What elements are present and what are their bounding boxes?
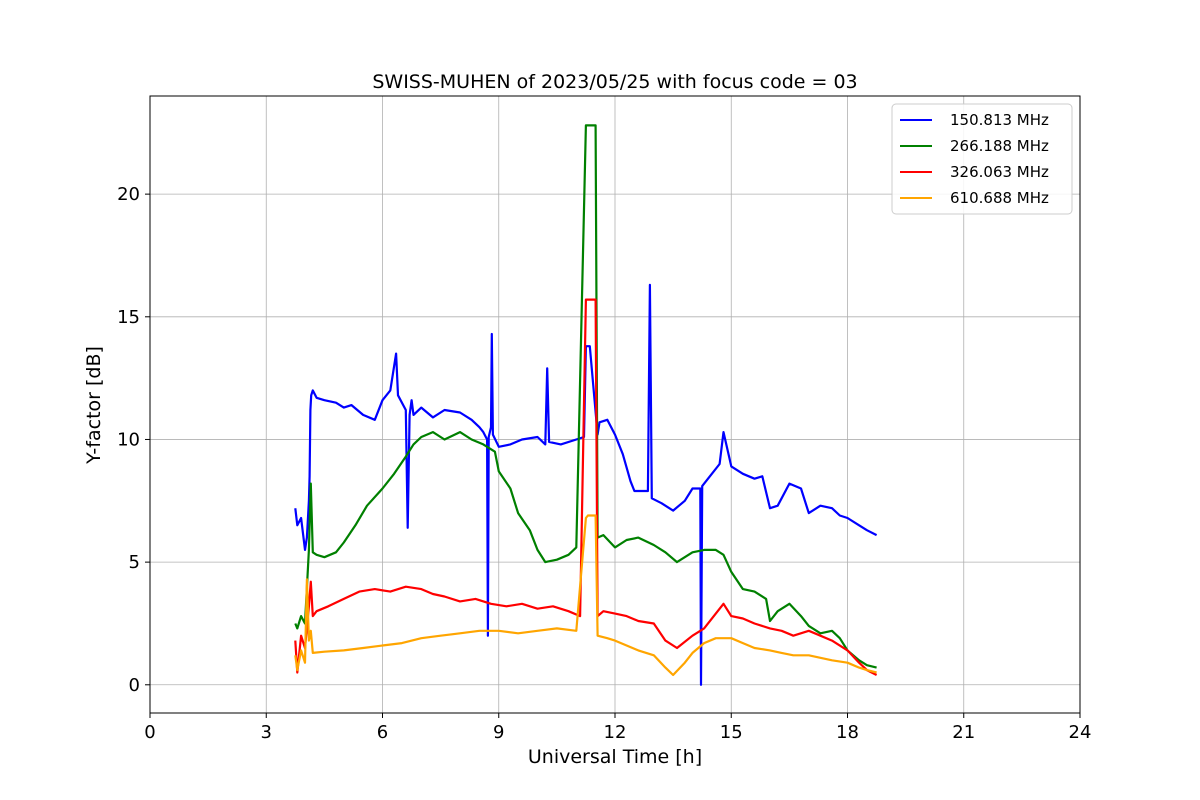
x-tick-label: 12 — [604, 722, 627, 743]
x-tick-label: 18 — [836, 722, 859, 743]
series-line-610-688-mhz — [294, 514, 877, 677]
y-axis-label: Y-factor [dB] — [83, 346, 105, 465]
x-tick-label: 21 — [952, 722, 975, 743]
series-line-266-188-mhz — [294, 124, 877, 669]
legend-entry-label: 150.813 MHz — [950, 111, 1049, 129]
legend-box — [891, 103, 1073, 215]
legend-entry-label: 610.688 MHz — [950, 189, 1049, 207]
x-tick-label: 9 — [493, 722, 504, 743]
legend-entry-label: 326.063 MHz — [950, 163, 1049, 181]
legend: 150.813 MHz 266.188 MHz 326.063 MHz 610.688… — [891, 103, 1073, 215]
y-tick-label: 5 — [129, 552, 140, 573]
x-tick-label: 6 — [377, 722, 388, 743]
x-tick-label: 15 — [720, 722, 743, 743]
legend-entry-label: 266.188 MHz — [950, 137, 1049, 155]
y-tick-label: 20 — [117, 184, 140, 205]
x-tick-label: 0 — [144, 722, 155, 743]
x-tick-label: 24 — [1069, 722, 1092, 743]
y-tick-label: 10 — [117, 429, 140, 450]
ticks-layer: 0 3 6 9 12 15 18 21 24 0 5 10 15 20 — [117, 184, 1091, 743]
x-tick-label: 3 — [261, 722, 272, 743]
series-line-326-063-mhz — [294, 298, 878, 676]
series-line-150-813-mhz — [294, 283, 878, 686]
y-tick-label: 0 — [129, 675, 140, 696]
y-tick-label: 15 — [117, 307, 140, 328]
series-layer — [294, 124, 878, 686]
x-axis-label: Universal Time [h] — [528, 746, 702, 768]
chart-title: SWISS-MUHEN of 2023/05/25 with focus cod… — [372, 71, 857, 93]
